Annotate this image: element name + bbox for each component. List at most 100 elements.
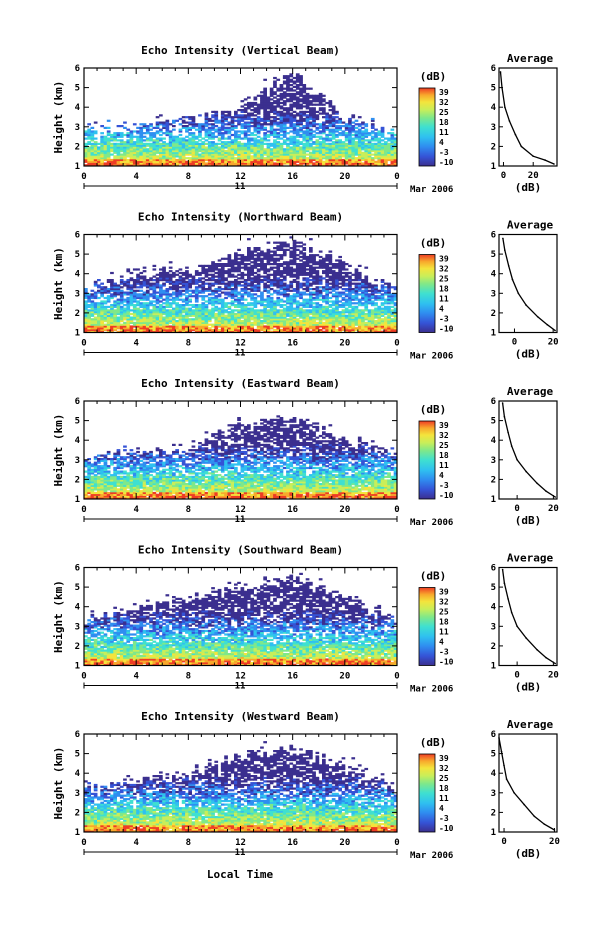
heatmap-cell [230, 300, 235, 303]
heatmap-cell [185, 304, 189, 307]
heatmap-cell [312, 100, 316, 103]
heatmap-cell [188, 325, 192, 328]
heatmap-cell [234, 158, 238, 162]
heatmap-cell [295, 78, 300, 81]
heatmap-cell [250, 330, 254, 333]
heatmap-cell [113, 327, 117, 330]
heatmap-cell [286, 153, 290, 156]
heatmap-cell [224, 160, 228, 163]
heatmap-cell [279, 270, 284, 273]
heatmap-cell [260, 160, 264, 163]
heatmap-cell [103, 162, 108, 165]
heatmap-cell [325, 275, 329, 278]
heatmap-cell [292, 158, 297, 162]
heatmap-cell [276, 144, 281, 147]
heatmap-cell [119, 286, 124, 289]
heatmap-cell [247, 257, 251, 260]
heatmap-cell [269, 321, 274, 324]
profile-x-tick-label: 20 [528, 171, 539, 181]
heatmap-cell [211, 141, 215, 144]
heatmap-cell [315, 305, 320, 308]
heatmap-cell [299, 87, 303, 90]
heatmap-cell [90, 312, 95, 316]
heatmap-cell [295, 121, 300, 124]
heatmap-cell [289, 300, 294, 303]
heatmap-cell [302, 153, 307, 156]
heatmap-cell [318, 312, 323, 316]
heatmap-cell [279, 94, 284, 97]
heatmap-cell [260, 119, 264, 122]
heatmap-cell [335, 150, 339, 153]
heatmap-cell [224, 128, 228, 131]
heatmap-cell [282, 101, 287, 105]
heatmap-cell [273, 109, 277, 112]
heatmap-cell [207, 160, 212, 163]
heatmap-cell [341, 153, 346, 156]
heatmap-cell [269, 311, 274, 314]
heatmap-cell [204, 318, 209, 321]
heatmap-cell [113, 151, 117, 154]
heatmap-cell [289, 247, 294, 250]
heatmap-cell [188, 304, 192, 307]
heatmap-cell [116, 146, 121, 149]
heatmap-cell [299, 321, 303, 324]
heatmap-cell [178, 314, 183, 317]
heatmap-cell [110, 327, 114, 330]
heatmap-cell [309, 300, 313, 303]
heatmap-cell [263, 87, 267, 90]
heatmap-cell [110, 137, 114, 140]
heatmap-cell [162, 268, 166, 271]
heatmap-cell [351, 125, 356, 128]
heatmap-cell [207, 123, 212, 126]
heatmap-cell [204, 148, 209, 151]
heatmap-cell [178, 318, 183, 321]
heatmap-cell [217, 311, 222, 314]
heatmap-cell [220, 311, 225, 314]
heatmap-cell [168, 132, 173, 135]
heatmap-cell [299, 119, 303, 122]
heatmap-cell [132, 155, 137, 158]
heatmap-cell [90, 150, 95, 153]
heatmap-cell [129, 144, 134, 147]
heatmap-cell [305, 284, 310, 287]
heatmap-cell [247, 130, 251, 133]
heatmap-cell [305, 263, 310, 266]
heatmap-cell [315, 314, 320, 317]
heatmap-cell [198, 328, 202, 332]
heatmap-cell [207, 289, 212, 292]
heatmap-cell [155, 330, 160, 333]
heatmap-cell [191, 135, 196, 138]
heatmap-cell [322, 288, 326, 291]
heatmap-cell [110, 164, 114, 167]
heatmap-cell [309, 279, 313, 282]
heatmap-cell [185, 150, 189, 153]
heatmap-cell [338, 273, 342, 276]
heatmap-cell [256, 121, 261, 124]
heatmap-cell [132, 282, 137, 285]
heatmap-cell [276, 89, 281, 92]
heatmap-cell [220, 132, 225, 135]
heatmap-cell [305, 101, 310, 105]
heatmap-cell [123, 318, 127, 321]
heatmap-cell [292, 311, 297, 314]
heatmap-cell [106, 316, 111, 319]
heatmap-cell [139, 164, 144, 167]
heatmap-cell [309, 304, 313, 307]
heatmap-cell [335, 264, 339, 267]
heatmap-cell [172, 284, 176, 287]
heatmap-cell [312, 261, 316, 264]
heatmap-cell [312, 98, 316, 101]
heatmap-cell [370, 130, 375, 133]
heatmap-cell [390, 146, 395, 149]
heatmap-cell [276, 123, 281, 126]
heatmap-cell [338, 271, 342, 275]
heatmap-cell [106, 164, 111, 167]
heatmap-cell [243, 135, 248, 138]
heatmap-cell [256, 309, 261, 312]
heatmap-cell [207, 300, 212, 303]
heatmap-cell [204, 268, 209, 271]
heatmap-cell [234, 330, 238, 333]
heatmap-cell [234, 153, 238, 156]
heatmap-cell [344, 125, 349, 128]
heatmap-cell [191, 275, 196, 278]
